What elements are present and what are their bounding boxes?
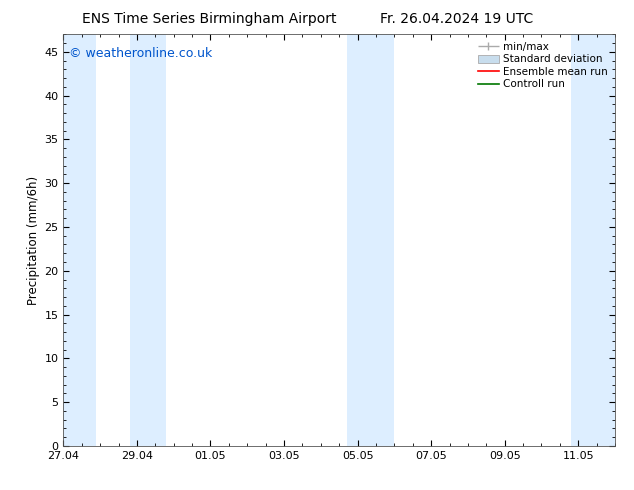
- Bar: [571, 34, 615, 446]
- Bar: [129, 34, 166, 446]
- Y-axis label: Precipitation (mm/6h): Precipitation (mm/6h): [27, 175, 40, 305]
- Text: © weatheronline.co.uk: © weatheronline.co.uk: [69, 47, 212, 60]
- Text: ENS Time Series Birmingham Airport: ENS Time Series Birmingham Airport: [82, 12, 337, 26]
- Text: Fr. 26.04.2024 19 UTC: Fr. 26.04.2024 19 UTC: [380, 12, 533, 26]
- Bar: [347, 34, 394, 446]
- Legend: min/max, Standard deviation, Ensemble mean run, Controll run: min/max, Standard deviation, Ensemble me…: [475, 39, 611, 93]
- Bar: [63, 34, 96, 446]
